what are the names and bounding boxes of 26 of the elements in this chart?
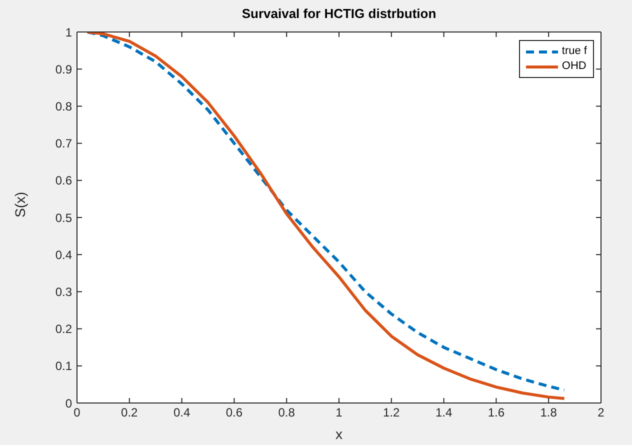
y-tick-label: 0.9 [55,62,72,76]
x-axis-title: x [336,426,342,442]
chart-title: Survaival for HCTIG distrbution [240,6,438,21]
x-tick-label: 0.6 [226,406,243,420]
y-tick-label: 0.2 [55,322,72,336]
y-tick-label: 0.7 [55,136,72,151]
y-tick-label: 0.3 [55,284,72,299]
x-tick-label: 1.4 [435,406,452,420]
x-tick-label: 1 [336,406,343,420]
legend-label: OHD [562,59,586,74]
y-tick-label: 1 [65,25,72,40]
x-tick-label: 0.2 [121,406,138,420]
y-tick-label: 0 [65,396,72,410]
y-tick-label: 0.8 [55,99,72,114]
y-tick-label: 0.4 [55,248,72,262]
legend-label: true f [562,44,587,59]
y-tick-label: 0.5 [55,210,72,225]
x-tick-label: 2 [598,406,605,420]
y-axis-title: S(x) [12,192,28,218]
y-tick-label: 0.6 [55,174,72,188]
x-tick-label: 1.2 [383,406,400,420]
x-tick-label: 0.8 [278,406,296,420]
y-tick-label: 0.1 [55,359,72,374]
x-tick-label: 0.4 [173,406,190,420]
x-tick-label: 1.8 [540,406,558,420]
x-tick-label: 1.6 [488,406,505,420]
